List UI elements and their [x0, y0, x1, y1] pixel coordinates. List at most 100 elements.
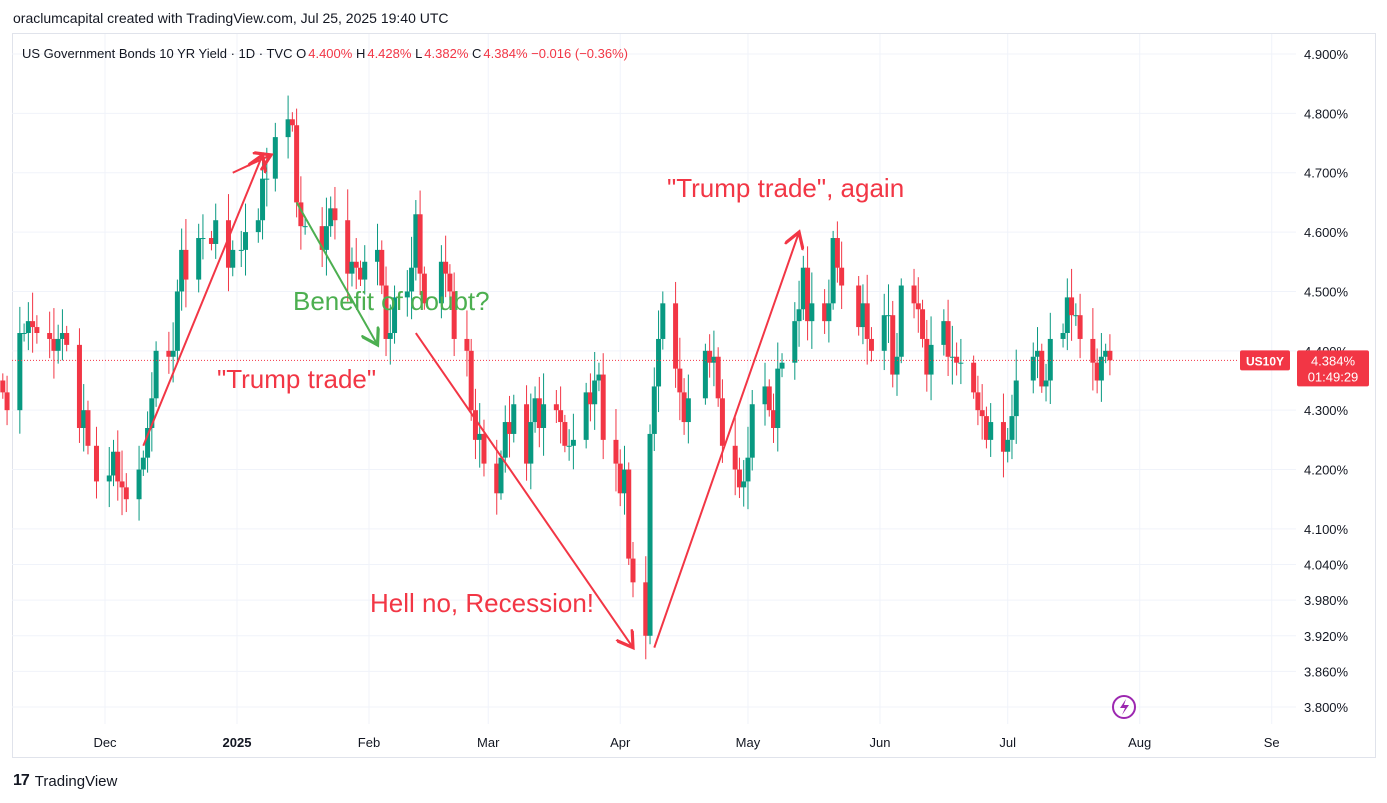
candle-up: [255, 220, 261, 233]
candle-down: [30, 321, 36, 328]
candle-down: [945, 321, 951, 357]
candle-down: [421, 273, 427, 304]
candle-down: [451, 291, 457, 339]
candle-up: [1047, 338, 1053, 381]
candle-down: [0, 380, 6, 393]
candle-up: [302, 226, 308, 228]
candle-down: [673, 303, 679, 369]
candle-down: [115, 451, 121, 482]
candle-up: [1030, 356, 1036, 381]
candle-down: [1107, 350, 1113, 361]
last-price-value: 4.384%: [1311, 353, 1356, 368]
candle-up: [213, 220, 219, 244]
candle-up: [81, 410, 87, 428]
candle-up: [796, 309, 802, 322]
candle-down: [1090, 338, 1096, 363]
candle-up: [741, 481, 747, 488]
candle-down: [924, 338, 930, 375]
candle-up: [881, 315, 887, 351]
candle-up: [413, 214, 419, 268]
candle-up: [272, 137, 278, 179]
candle-down: [481, 433, 487, 464]
last-price-box: [1297, 350, 1369, 387]
candle-up: [826, 303, 832, 322]
tradingview-brand[interactable]: 17 TradingView: [13, 772, 117, 790]
candle-down: [4, 392, 10, 411]
candle-up: [651, 386, 657, 434]
candle-down: [76, 344, 82, 428]
candle-up: [660, 303, 666, 339]
candle-down: [677, 368, 683, 393]
candle-down: [587, 392, 593, 405]
candle-down: [834, 238, 840, 268]
candle-down: [971, 362, 977, 393]
candle-up: [1043, 380, 1049, 387]
candle-up: [583, 392, 589, 440]
chart-credit: oraclumcapital created with TradingView.…: [13, 10, 449, 26]
annotation-recession: Hell no, Recession!: [370, 588, 594, 618]
candle-up: [375, 249, 381, 262]
candle-down: [771, 410, 777, 428]
candle-up: [592, 380, 598, 405]
candle-down: [417, 214, 423, 274]
candle-down: [626, 469, 632, 559]
candle-down: [915, 303, 921, 310]
candle-down: [289, 119, 295, 126]
candle-up: [196, 238, 202, 280]
price-tick-label: 4.600%: [1304, 225, 1349, 240]
candle-up: [570, 439, 576, 446]
arrow-trump-trade-head: [232, 155, 271, 174]
candle-down: [383, 285, 389, 339]
symbol-tag-label: US10Y: [1246, 354, 1284, 368]
candle-down: [357, 267, 363, 280]
candle-up: [596, 374, 602, 381]
candle-up: [392, 297, 398, 334]
price-tick-label: 4.200%: [1304, 463, 1349, 478]
candle-up: [830, 238, 836, 304]
candle-up: [1013, 380, 1019, 417]
arrow-recession: [415, 332, 633, 648]
candle-up: [1064, 297, 1070, 334]
candle-up: [511, 404, 517, 434]
time-axis: Dec 2025 Feb Mar Apr May Jun Jul Aug Se: [93, 735, 1279, 750]
candle-up: [25, 321, 31, 334]
candle-down: [553, 404, 559, 411]
close-value: 4.384%: [483, 46, 528, 61]
price-tick-label: 3.800%: [1304, 700, 1349, 715]
candle-up: [328, 208, 334, 227]
time-tick-label: Apr: [610, 735, 631, 750]
candle-up: [656, 338, 662, 387]
candle-up: [800, 267, 806, 310]
candle-up: [59, 333, 65, 339]
grid-lines: [12, 34, 1296, 724]
candle-up: [898, 285, 904, 357]
candles: [0, 95, 1238, 660]
candle-up: [1073, 315, 1079, 317]
candle-down: [558, 410, 564, 423]
candle-down: [379, 249, 385, 286]
candle-down: [766, 386, 772, 411]
candle-up: [779, 362, 785, 369]
candle-down: [562, 422, 568, 446]
candle-up: [404, 291, 410, 298]
candle-down: [319, 226, 325, 250]
candle-down: [119, 481, 125, 488]
candle-up: [941, 321, 947, 345]
time-tick-label: Mar: [477, 735, 500, 750]
chart-frame: [12, 33, 1376, 758]
candle-up: [438, 261, 444, 304]
candle-down: [183, 249, 189, 280]
lightning-bolt-icon: [1120, 699, 1129, 715]
candle-up: [566, 445, 572, 447]
candle-down: [225, 220, 231, 268]
price-tick-label: 4.300%: [1304, 403, 1349, 418]
candle-down: [123, 487, 129, 500]
candle-down: [681, 392, 687, 423]
candle-up: [149, 398, 155, 428]
candle-down: [447, 273, 453, 292]
candle-down: [332, 208, 338, 221]
candle-up: [111, 451, 117, 476]
candle-down: [911, 285, 917, 304]
candle-up: [170, 350, 176, 357]
